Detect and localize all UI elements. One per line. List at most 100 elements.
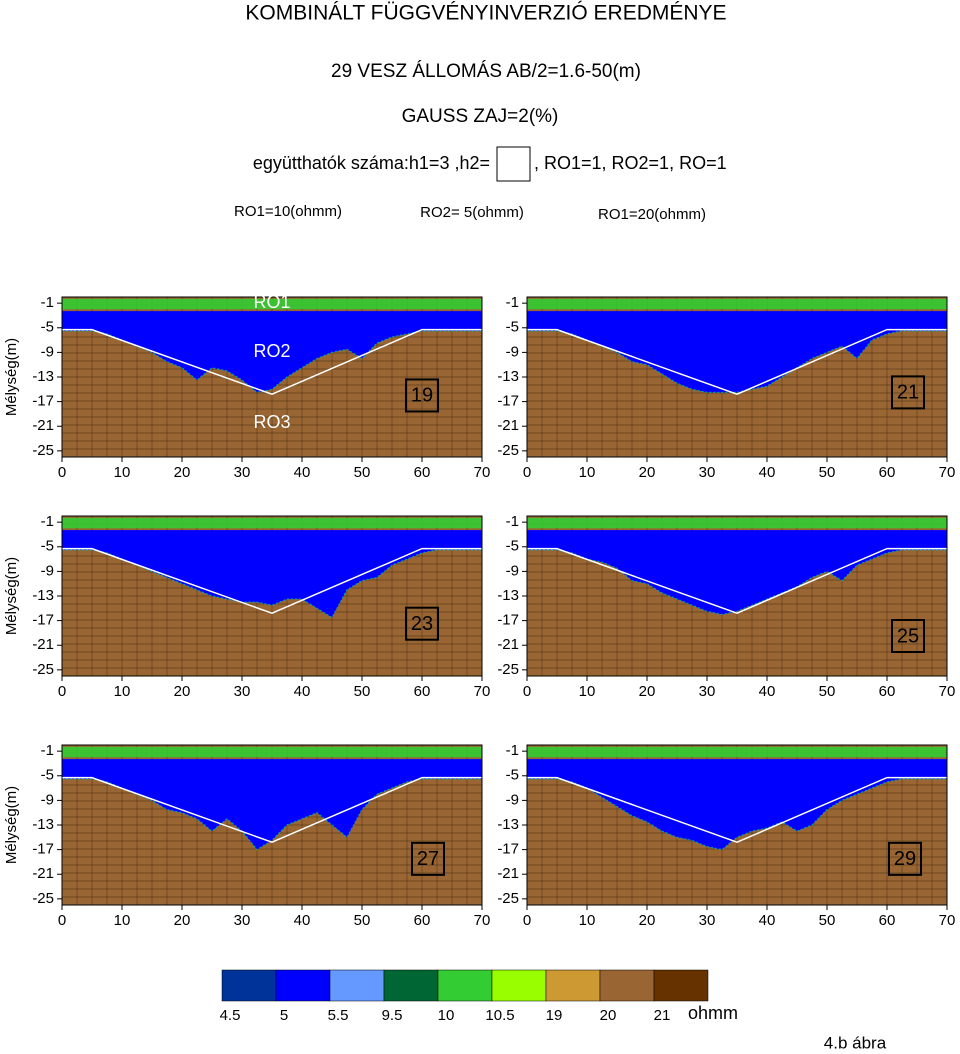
x-tick-label: 40 <box>294 912 311 929</box>
y-tick-label: -17 <box>32 393 54 410</box>
x-tick-label: 50 <box>354 912 371 929</box>
y-tick-label: -13 <box>497 816 519 833</box>
y-tick-label: -1 <box>506 742 519 759</box>
color-swatch <box>221 969 277 1002</box>
x-tick-label: 40 <box>294 464 311 481</box>
resistivity-label: RO1=10(ohmm) <box>234 203 342 220</box>
x-tick-label: 70 <box>939 464 956 481</box>
panel-label-box <box>888 841 922 876</box>
x-tick-label: 70 <box>474 464 491 481</box>
y-tick-label: -21 <box>497 636 519 653</box>
surface-layer <box>527 298 947 310</box>
blue-layer-fill <box>527 530 947 615</box>
true-model-line <box>62 547 482 615</box>
x-tick-label: 70 <box>474 912 491 929</box>
y-tick-label: -13 <box>32 816 54 833</box>
panel <box>62 516 482 676</box>
x-tick-label: 10 <box>579 464 596 481</box>
y-tick-label: -1 <box>506 294 519 311</box>
x-tick-label: 50 <box>819 683 836 700</box>
true-model-line <box>527 776 947 844</box>
surface-layer <box>62 746 482 758</box>
color-swatch <box>599 969 655 1002</box>
true-model-line <box>62 328 482 396</box>
y-tick-label: -13 <box>497 587 519 604</box>
y-tick-label: -1 <box>41 513 54 530</box>
x-tick-label: 70 <box>939 683 956 700</box>
x-tick-label: 60 <box>879 683 896 700</box>
x-tick-label: 30 <box>699 464 716 481</box>
colorbar-unit: ohmm <box>688 1003 738 1023</box>
y-tick-label: -5 <box>41 767 54 784</box>
panel-label-box <box>891 375 925 410</box>
surface-layer <box>62 298 482 310</box>
y-tick-label: -21 <box>497 417 519 434</box>
resistivity-label: RO1=20(ohmm) <box>598 206 706 223</box>
layer-label: RO1 <box>253 292 290 312</box>
x-tick-label: 20 <box>174 912 191 929</box>
x-tick-label: 30 <box>699 683 716 700</box>
x-tick-label: 0 <box>58 912 66 929</box>
y-tick-label: -21 <box>32 865 54 882</box>
surface-layer <box>527 746 947 758</box>
resistivity-label: RO2= 5(ohmm) <box>420 204 524 221</box>
panel-label: 25 <box>897 625 919 647</box>
colorbar-label: 10 <box>438 1007 455 1024</box>
inverted-boundary <box>527 778 947 851</box>
color-swatch <box>653 969 709 1002</box>
y-tick-label: -5 <box>506 319 519 336</box>
x-tick-label: 70 <box>939 912 956 929</box>
x-tick-label: 10 <box>579 912 596 929</box>
noise-label: GAUSS ZAJ=2(%) <box>402 106 559 127</box>
colorbar-label: 19 <box>546 1007 563 1024</box>
panel-label: 21 <box>897 382 919 404</box>
y-tick-label: -5 <box>506 767 519 784</box>
y-tick-label: -5 <box>41 538 54 555</box>
y-tick-label: -5 <box>506 538 519 555</box>
x-tick-label: 50 <box>819 912 836 929</box>
y-tick-label: -1 <box>506 513 519 530</box>
colorbar-label: 21 <box>654 1007 671 1024</box>
x-tick-label: 50 <box>354 464 371 481</box>
surface-layer <box>527 517 947 529</box>
y-tick-label: -17 <box>32 841 54 858</box>
y-tick-label: -21 <box>497 865 519 882</box>
panel-label: 29 <box>894 848 916 870</box>
x-tick-label: 30 <box>234 464 251 481</box>
x-tick-label: 20 <box>174 464 191 481</box>
x-tick-label: 50 <box>354 683 371 700</box>
panel-label: 27 <box>417 848 439 870</box>
true-model-line <box>527 328 947 396</box>
x-tick-label: 40 <box>759 464 776 481</box>
x-tick-label: 60 <box>414 912 431 929</box>
panel-label-box <box>405 378 439 413</box>
colorbar-label: 5 <box>280 1007 288 1024</box>
panel-label: 23 <box>411 613 433 635</box>
colorbar-label: 20 <box>600 1007 617 1024</box>
y-tick-label: -9 <box>506 562 519 579</box>
colorbar-label: 10.5 <box>485 1007 514 1024</box>
y-tick-label: -9 <box>41 343 54 360</box>
surface-layer <box>62 517 482 529</box>
color-swatch <box>383 969 439 1002</box>
color-swatch <box>491 969 547 1002</box>
empty-box <box>496 146 531 182</box>
y-tick-label: -1 <box>41 742 54 759</box>
x-tick-label: 10 <box>114 464 131 481</box>
figure-label: 4.b ábra <box>824 1033 887 1052</box>
colorbar-label: 9.5 <box>382 1007 403 1024</box>
panel <box>527 297 947 457</box>
x-tick-label: 50 <box>819 464 836 481</box>
x-tick-label: 10 <box>579 683 596 700</box>
y-tick-label: -21 <box>32 636 54 653</box>
y-tick-label: -25 <box>497 661 519 678</box>
panel-label-box <box>411 841 445 876</box>
x-tick-label: 60 <box>879 464 896 481</box>
subtitle: 29 VESZ ÁLLOMÁS AB/2=1.6-50(m) <box>331 61 641 82</box>
x-tick-label: 70 <box>474 683 491 700</box>
y-tick-label: -25 <box>32 442 54 459</box>
blue-layer-fill <box>527 759 947 850</box>
x-tick-label: 40 <box>759 683 776 700</box>
y-axis-label: Mélység(m) <box>3 786 20 864</box>
